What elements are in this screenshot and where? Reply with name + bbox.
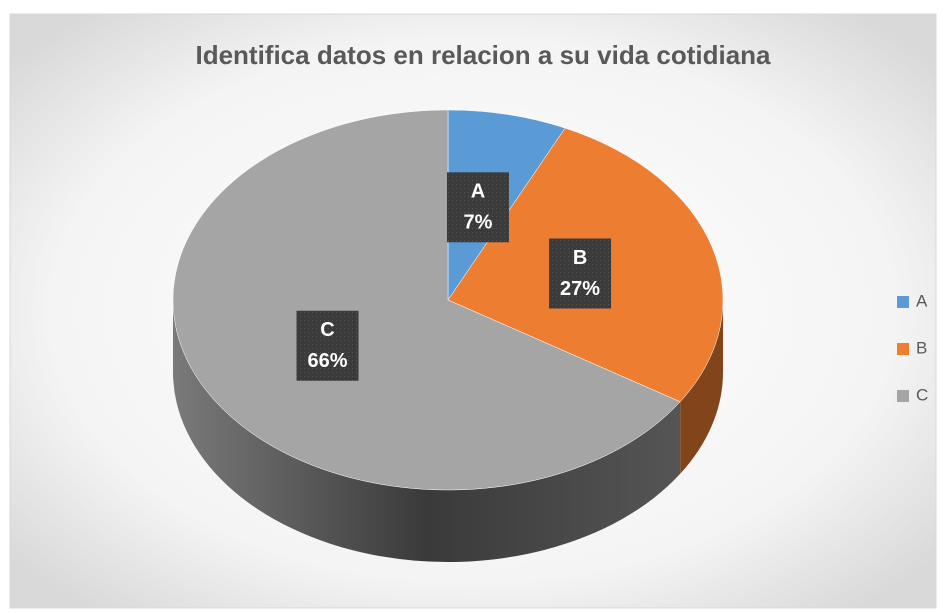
legend-label: B [916,338,927,357]
legend-label: A [916,291,928,310]
data-label-value: 7% [464,212,493,234]
data-label-category: C [320,319,334,341]
data-label-box [549,238,612,309]
slice-side [173,300,681,562]
data-label-box [446,172,509,243]
legend-swatch [897,343,909,355]
data-label-category: A [471,181,485,203]
chart-title: Identifica datos en relacion a su vida c… [195,40,771,70]
legend-label: C [916,385,928,404]
data-label-category: B [573,247,587,269]
slice [172,109,681,491]
data-label-value: 66% [307,350,347,372]
slice-side [680,300,723,474]
data-label-value: 27% [560,278,600,300]
data-label-box [296,310,359,381]
legend-swatch [897,296,909,308]
legend-swatch [897,390,909,402]
